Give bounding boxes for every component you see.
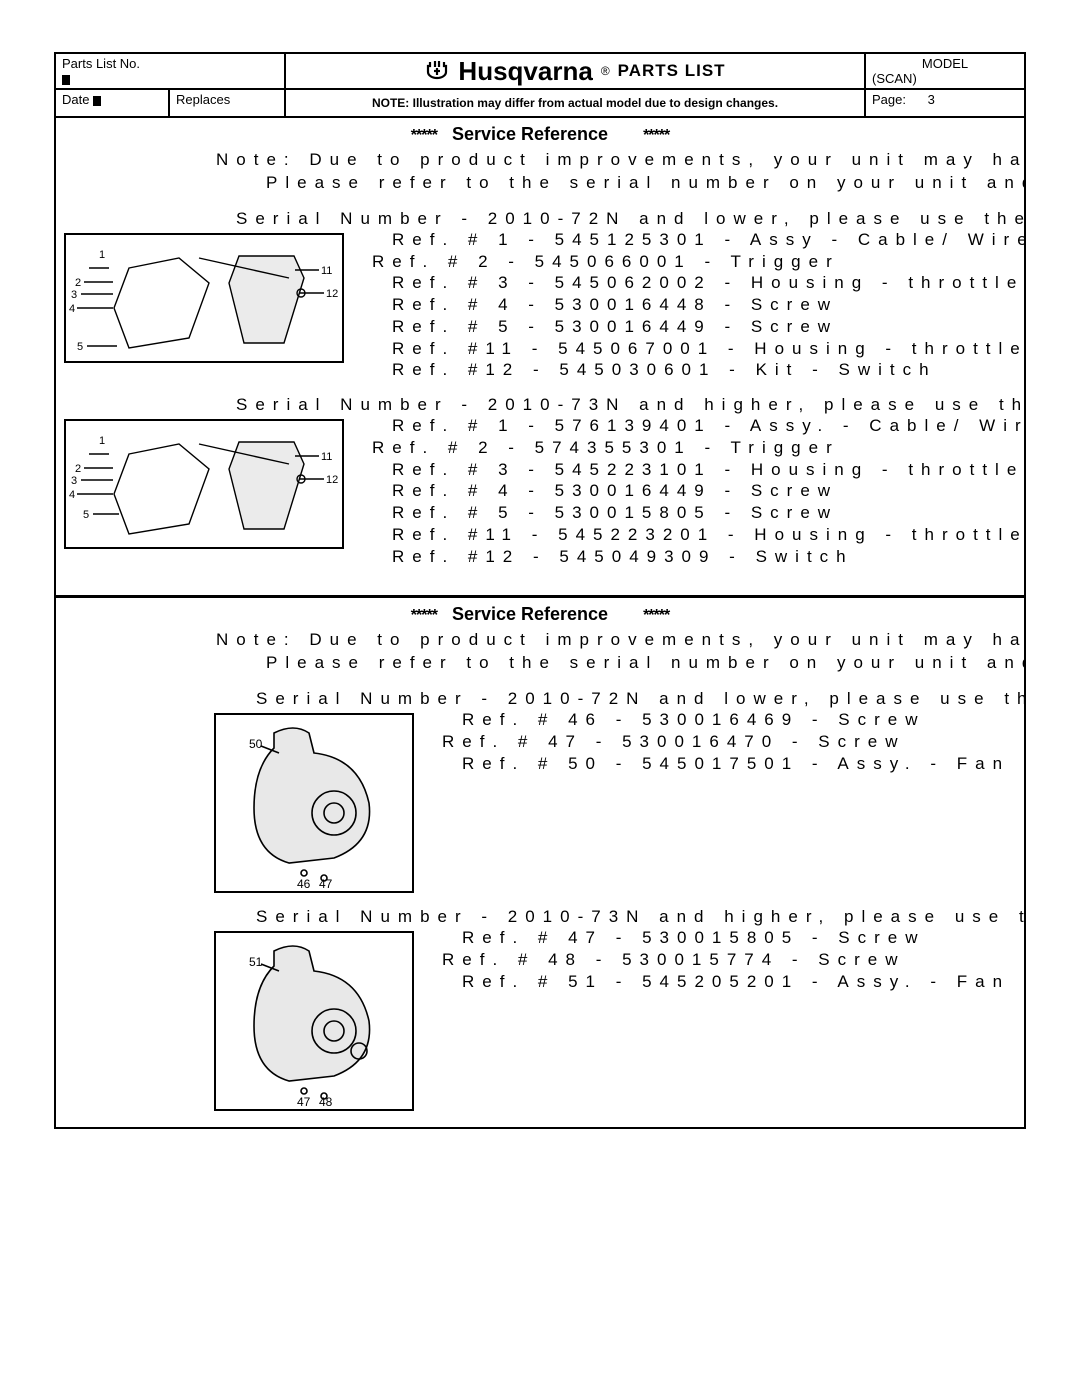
- ref-line: Ref. # 1 - 576139401 - Assy. - Cable/ Wi…: [352, 415, 1024, 437]
- svg-text:2: 2: [75, 463, 81, 475]
- parts-list-title: PARTS LIST: [618, 61, 726, 81]
- ref-line: Ref. # 3 - 545223101 - Housing - throttl…: [352, 459, 1024, 481]
- scan-label: (SCAN): [872, 71, 917, 86]
- replaces-label: Replaces: [176, 92, 230, 107]
- figure-fan-housing-b: 51 47 48: [214, 931, 414, 1111]
- ref-line: Ref. # 2 - 545066001 - Trigger: [352, 251, 1024, 273]
- section-1-block-a: 1 2 3 4 5 11 12 Ref. # 1 - 545125301 - A…: [56, 229, 1024, 381]
- svg-text:12: 12: [326, 474, 338, 486]
- svg-text:3: 3: [71, 475, 77, 487]
- svg-text:48: 48: [319, 1095, 333, 1106]
- section-1-serial-a: Serial Number - 2010-72N and lower, plea…: [56, 195, 1024, 229]
- date-label: Date: [62, 92, 89, 107]
- section-1-refs-a: Ref. # 1 - 545125301 - Assy - Cable/ Wir…: [352, 229, 1024, 381]
- model-cell: MODEL (SCAN): [864, 54, 1024, 90]
- figure-throttle-b: 1 2 3 4 5 11 12: [64, 419, 344, 549]
- parts-list-no-label: Parts List No.: [62, 56, 140, 71]
- registered-icon: ®: [601, 64, 610, 78]
- svg-text:5: 5: [83, 509, 89, 521]
- ref-line: Ref. # 47 - 530015805 - Screw: [422, 927, 1024, 949]
- page-label: Page:: [872, 92, 906, 107]
- ref-line: Ref. # 1 - 545125301 - Assy - Cable/ Wir…: [352, 229, 1024, 251]
- ref-line: Ref. # 51 - 545205201 - Assy. - Fan Hous…: [422, 971, 1024, 993]
- ref-line: Ref. # 5 - 530016449 - Screw: [352, 316, 1024, 338]
- svg-text:1: 1: [99, 249, 105, 261]
- stars-left-icon: *****: [411, 127, 437, 144]
- section-2-serial-a: Serial Number - 2010-72N and lower, plea…: [56, 675, 1024, 709]
- ref-line: Ref. #11 - 545223201 - Housing - throttl…: [352, 524, 1024, 546]
- section-1-block-b: 1 2 3 4 5 11 12 Ref. # 1 - 576139401 - A…: [56, 415, 1024, 567]
- ref-line: Ref. # 5 - 530015805 - Screw: [352, 502, 1024, 524]
- stars-left-icon: *****: [411, 607, 437, 624]
- illustration-note: NOTE: Illustration may differ from actua…: [286, 90, 864, 116]
- svg-text:1: 1: [99, 435, 105, 447]
- svg-text:2: 2: [75, 277, 81, 289]
- section-1-title-row: ***** Service Reference *****: [56, 118, 1024, 149]
- section-2-block-a: 50 46 47 Ref. # 46 - 530016469 - Screw R…: [56, 709, 1024, 893]
- svg-text:3: 3: [71, 289, 77, 301]
- brand-name: Husqvarna: [458, 56, 592, 87]
- svg-text:11: 11: [321, 265, 332, 277]
- brand-row: Husqvarna ® PARTS LIST: [286, 54, 864, 90]
- svg-text:51: 51: [249, 955, 263, 969]
- replaces-cell: Replaces: [170, 90, 284, 116]
- header-right: MODEL (SCAN) Page: 3: [864, 54, 1024, 116]
- page-number: 3: [928, 92, 935, 107]
- model-label: MODEL: [922, 56, 968, 71]
- ref-line: Ref. # 48 - 530015774 - Screw: [422, 949, 1024, 971]
- figure-throttle-a: 1 2 3 4 5 11 12: [64, 233, 344, 363]
- ref-line: Ref. # 47 - 530016470 - Screw: [422, 731, 1024, 753]
- stars-right-icon: *****: [643, 607, 669, 624]
- ref-line: Ref. # 50 - 545017501 - Assy. - Fan Hous…: [422, 753, 1024, 775]
- ref-line: Ref. # 4 - 530016449 - Screw: [352, 480, 1024, 502]
- section-1: ***** Service Reference ***** Note: Due …: [56, 118, 1024, 567]
- svg-text:11: 11: [321, 451, 332, 463]
- section-1-note-2: Please refer to the serial number on you…: [56, 172, 1024, 195]
- svg-text:12: 12: [326, 288, 338, 300]
- section-2-serial-b: Serial Number - 2010-73N and higher, ple…: [56, 893, 1024, 927]
- svg-text:47: 47: [297, 1095, 311, 1106]
- section-1-title: Service Reference: [452, 124, 608, 144]
- ref-line: Ref. #12 - 545030601 - Kit - Switch: [352, 359, 1024, 381]
- section-1-note-1: Note: Due to product improvements, your …: [56, 149, 1024, 172]
- svg-text:4: 4: [69, 489, 75, 501]
- ref-line: Ref. #12 - 545049309 - Switch: [352, 546, 1024, 568]
- section-2-refs-b: Ref. # 47 - 530015805 - Screw Ref. # 48 …: [422, 927, 1024, 992]
- section-2-block-b: 51 47 48 Ref. # 47 - 530015805 - Screw R…: [56, 927, 1024, 1127]
- black-marker-icon: [62, 75, 70, 85]
- page-cell: Page: 3: [864, 90, 1024, 116]
- header-center: Husqvarna ® PARTS LIST NOTE: Illustratio…: [286, 54, 864, 116]
- black-marker-icon: [93, 96, 101, 106]
- date-cell: Date: [56, 90, 170, 116]
- header-left: Parts List No. Date Replaces: [56, 54, 286, 116]
- ref-line: Ref. #11 - 545067001 - Housing - throttl…: [352, 338, 1024, 360]
- page-frame: Parts List No. Date Replaces: [54, 52, 1026, 1129]
- crown-logo-icon: [424, 58, 450, 84]
- section-2-note-2: Please refer to the serial number on you…: [56, 652, 1024, 675]
- section-1-refs-b: Ref. # 1 - 576139401 - Assy. - Cable/ Wi…: [352, 415, 1024, 567]
- svg-text:50: 50: [249, 737, 263, 751]
- ref-line: Ref. # 3 - 545062002 - Housing - throttl…: [352, 272, 1024, 294]
- ref-line: Ref. # 46 - 530016469 - Screw: [422, 709, 1024, 731]
- svg-text:4: 4: [69, 303, 75, 315]
- header: Parts List No. Date Replaces: [56, 54, 1024, 118]
- section-2-title: Service Reference: [452, 604, 608, 624]
- parts-list-no-cell: Parts List No.: [56, 54, 286, 90]
- section-2: ***** Service Reference ***** Note: Due …: [56, 598, 1024, 1127]
- svg-text:46: 46: [297, 877, 311, 888]
- section-2-title-row: ***** Service Reference *****: [56, 598, 1024, 629]
- ref-line: Ref. # 4 - 530016448 - Screw: [352, 294, 1024, 316]
- svg-text:47: 47: [319, 877, 333, 888]
- svg-text:5: 5: [77, 341, 83, 353]
- section-2-note-1: Note: Due to product improvements, your …: [56, 629, 1024, 652]
- section-2-refs-a: Ref. # 46 - 530016469 - Screw Ref. # 47 …: [422, 709, 1024, 774]
- section-1-serial-b: Serial Number - 2010-73N and higher, ple…: [56, 381, 1024, 415]
- figure-fan-housing-a: 50 46 47: [214, 713, 414, 893]
- ref-line: Ref. # 2 - 574355301 - Trigger: [352, 437, 1024, 459]
- stars-right-icon: *****: [643, 127, 669, 144]
